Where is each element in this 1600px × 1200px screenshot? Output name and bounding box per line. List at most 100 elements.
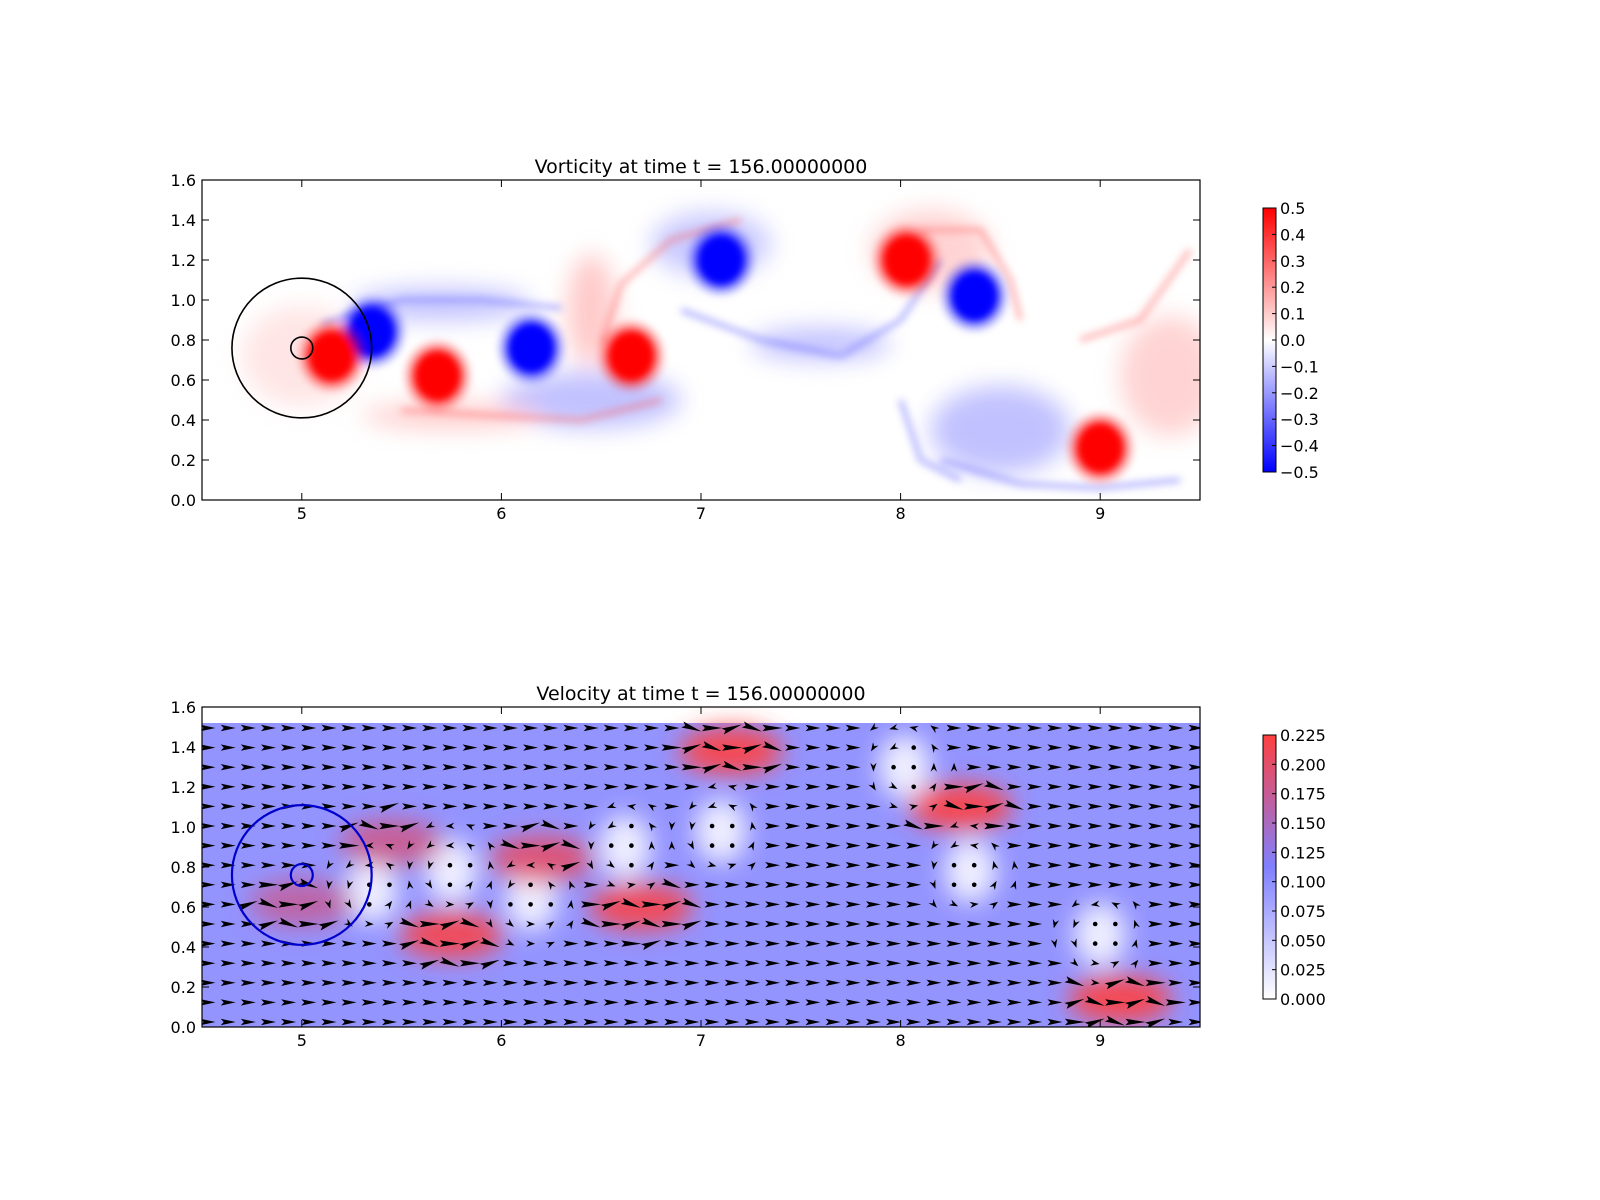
colorbar-gradient (1262, 734, 1277, 1000)
vorticity-shear-layers (241, 210, 1200, 474)
quiver-arrow (1148, 822, 1164, 830)
quiver-arrow (341, 999, 357, 1006)
quiver-arrow (868, 781, 876, 791)
quiver-arrow (580, 917, 601, 928)
quiver-arrow (202, 921, 216, 927)
quiver-arrow (661, 900, 682, 911)
quiver-arrow (1027, 881, 1043, 888)
quiver-arrow (402, 724, 418, 732)
quiver-arrow (543, 744, 559, 751)
quiver-arrow (785, 920, 801, 928)
quiver-arrow (664, 803, 680, 810)
quiver-arrow (402, 803, 418, 810)
quiver-arrow (1067, 764, 1083, 771)
quiver-arrow (507, 879, 516, 889)
quiver-arrow (1047, 724, 1063, 732)
quiver-arrow (1064, 976, 1085, 987)
quiver-arrow (1124, 976, 1145, 987)
quiver-arrow (341, 724, 357, 732)
quiver-arrow (1084, 995, 1105, 1006)
quiver-arrow (384, 900, 393, 910)
quiver-arrow (422, 724, 438, 732)
quiver-arrow (727, 863, 737, 870)
quiver-arrow (523, 960, 539, 967)
quiver-arrow (382, 783, 397, 790)
quiver-arrow (1047, 822, 1063, 830)
quiver-arrow (523, 803, 539, 810)
quiver-arrow (459, 940, 480, 951)
colorbar-tick-label: −0.2 (1280, 384, 1319, 403)
quiver-arrow (485, 918, 493, 928)
quiver-arrow (986, 920, 1002, 928)
quiver-arrow (825, 1018, 841, 1026)
quiver-arrow (505, 938, 515, 946)
quiver-arrow (1047, 744, 1063, 751)
velocity-colorbar: 0.225 0.200 0.175 0.150 0.125 0.100 0.075 0.050… (1262, 726, 1326, 1009)
quiver-arrow (805, 1018, 821, 1026)
quiver-arrow (261, 842, 276, 849)
quiver-arrow (946, 979, 962, 986)
colorbar-tick-label: −0.4 (1280, 437, 1319, 456)
quiver-arrow (1007, 999, 1022, 1006)
quiver-arrow (1168, 940, 1184, 947)
quiver-arrow (644, 1018, 660, 1026)
quiver-arrow (785, 862, 801, 869)
quiver-arrow (339, 842, 360, 849)
quiver-arrow (988, 901, 998, 910)
quiver-arrow (523, 979, 539, 986)
quiver-arrow (744, 979, 760, 986)
colorbar-tick-label: 0.075 (1280, 902, 1326, 921)
y-tick-label: 0.0 (171, 491, 196, 510)
quiver-arrow (765, 979, 781, 986)
quiver-arrow (240, 881, 256, 888)
quiver-arrow (1148, 920, 1164, 928)
calm-zone (944, 839, 997, 903)
quiver-arrow (261, 803, 276, 810)
quiver-arrow (1188, 744, 1200, 751)
quiver-arrow (583, 744, 599, 751)
quiver-arrow (1128, 822, 1143, 830)
quiver-arrow (379, 822, 400, 830)
quiver-arrow (378, 802, 399, 813)
quiver-arrow (382, 940, 397, 947)
quiver-arrow (684, 999, 700, 1006)
quiver-arrow (220, 960, 236, 967)
quiver-arrow (543, 803, 559, 810)
quiver-arrow (966, 999, 982, 1006)
quiver-arrow (623, 999, 639, 1006)
quiver-arrow (1128, 881, 1143, 888)
quiver-arrow (706, 861, 717, 868)
quiver-arrow (1105, 999, 1126, 1006)
quiver-arrow (664, 783, 680, 790)
quiver-arrow (805, 960, 821, 967)
quiver-arrow (704, 1018, 720, 1026)
quiver-arrow (1130, 959, 1139, 969)
colorbar-tick-label: 0.175 (1280, 785, 1326, 804)
quiver-arrow (442, 724, 458, 732)
y-tick-label: 1.4 (171, 211, 196, 230)
quiver-arrow (422, 999, 438, 1006)
quiver-arrow (765, 862, 781, 869)
quiver-arrow (1168, 842, 1184, 849)
quiver-arrow (805, 862, 821, 869)
quiver-arrow (1188, 901, 1200, 908)
quiver-arrow (569, 880, 576, 891)
quiver-arrow (520, 842, 541, 849)
quiver-arrow (825, 901, 841, 908)
quiver-arrow (424, 899, 434, 907)
vorticity-colorbar: 0.5 0.4 0.3 0.2 0.1 0.0 −0.1 −0.2 −0.3 −0.4 −0.5 (1262, 199, 1319, 482)
quiver-arrow (664, 764, 680, 771)
quiver-arrow (281, 724, 297, 732)
quiver-dot (528, 882, 533, 888)
quiver-arrow (704, 901, 720, 908)
quiver-arrow (1010, 880, 1017, 890)
x-tick-label: 5 (297, 504, 307, 523)
quiver-arrow (526, 940, 536, 947)
quiver-arrow (845, 822, 861, 830)
quiver-arrow (684, 783, 700, 790)
quiver-arrow (462, 1018, 478, 1026)
quiver-dot (1092, 941, 1098, 946)
quiver-arrow (321, 999, 337, 1006)
quiver-arrow (605, 880, 616, 887)
quiver-arrow (261, 783, 276, 790)
